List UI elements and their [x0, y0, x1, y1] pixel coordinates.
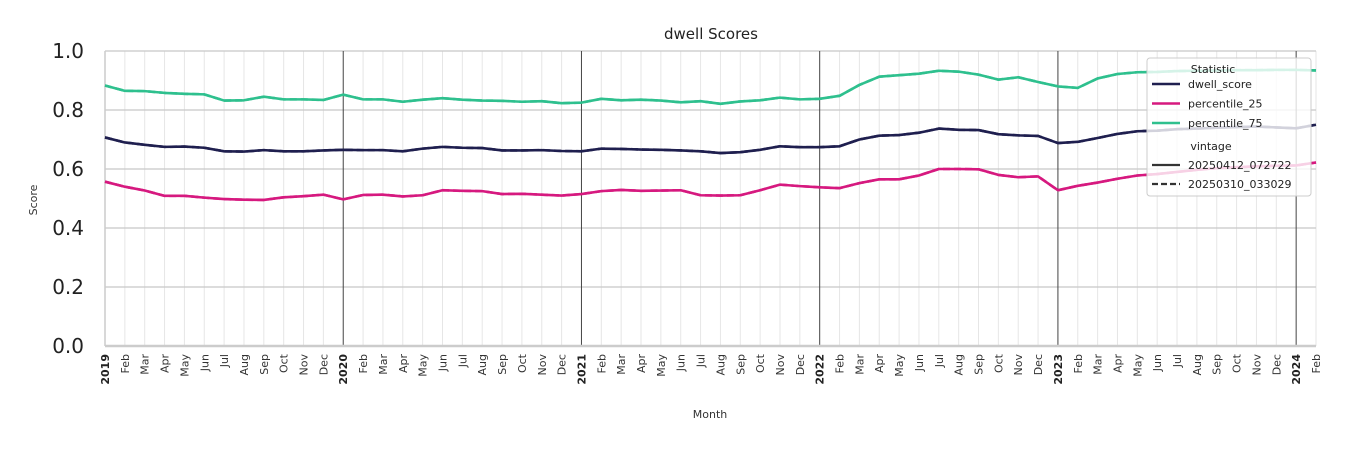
- y-tick-label: 0.2: [52, 275, 84, 299]
- x-tick-label-month: Jun: [436, 354, 449, 372]
- y-tick-label: 0.6: [52, 157, 84, 181]
- x-tick-label-year: 2021: [575, 354, 588, 385]
- x-tick-label-month: Sep: [496, 354, 509, 375]
- x-axis-label: Month: [693, 408, 728, 421]
- legend-vintage-entries: 20250412_072722 20250310_033029: [1152, 159, 1291, 191]
- x-tick-label-month: Apr: [635, 354, 648, 374]
- x-tick-label-year: 2023: [1052, 354, 1065, 385]
- x-tick-labels: 2019 Feb Mar Apr May Jun Jul Aug Sep Oct Nov Dec 202…: [99, 353, 1323, 384]
- x-tick-label-month: Oct: [754, 353, 767, 373]
- x-tick-label-month: Nov: [536, 354, 549, 376]
- x-tick-label-month: Jun: [198, 354, 211, 372]
- x-tick-label-month: Feb: [1310, 354, 1323, 373]
- legend-box: [1146, 57, 1312, 197]
- x-tick-label-month: Apr: [873, 354, 886, 374]
- x-tick-label-year: 2024: [1290, 354, 1303, 385]
- x-tick-label-month: Mar: [377, 354, 390, 375]
- x-tick-label-year: 2022: [814, 354, 827, 385]
- legend-label-vintage: 20250310_033029: [1188, 178, 1291, 191]
- x-tick-label-month: May: [1131, 354, 1144, 377]
- x-tick-label-month: Jul: [933, 354, 946, 368]
- legend-label-dwell_score: dwell_score: [1188, 78, 1252, 91]
- x-tick-label-month: Feb: [595, 354, 608, 373]
- x-tick-label-month: May: [178, 354, 191, 377]
- x-tick-label-month: Mar: [615, 354, 628, 375]
- x-tick-label-month: Mar: [139, 354, 152, 375]
- x-tick-label-month: Nov: [298, 354, 311, 376]
- x-tick-label-month: Sep: [734, 354, 747, 375]
- x-tick-label-month: Nov: [774, 354, 787, 376]
- x-tick-label-month: Feb: [119, 354, 132, 373]
- x-tick-label-month: Jul: [1171, 354, 1184, 368]
- x-tick-label-month: Aug: [238, 354, 251, 375]
- x-tick-label-month: Sep: [258, 354, 271, 375]
- y-axis-label: Score: [27, 184, 40, 215]
- legend-label-vintage: 20250412_072722: [1188, 159, 1291, 172]
- x-tick-label-month: Jun: [675, 354, 688, 372]
- chart-title: dwell Scores: [664, 25, 758, 43]
- x-tick-label-month: Dec: [1270, 354, 1283, 375]
- x-tick-label-month: Oct: [278, 353, 291, 373]
- x-tick-label-month: Oct: [516, 353, 529, 373]
- x-tick-label-month: Feb: [1072, 354, 1085, 373]
- x-tick-label-month: Oct: [992, 353, 1005, 373]
- minor-gridlines: [124, 51, 1317, 346]
- x-tick-label-month: Mar: [1092, 354, 1105, 375]
- series-line-dashed-dwell_score: [104, 123, 1317, 155]
- x-tick-label-month: May: [893, 354, 906, 377]
- series-line-dashed-percentile_75: [104, 68, 1317, 106]
- legend: Statistic dwell_score percentile_25percen…: [1146, 57, 1312, 197]
- y-tick-label: 0.0: [52, 334, 84, 358]
- x-tick-label-month: Mar: [853, 354, 866, 375]
- x-tick-label-month: Feb: [834, 354, 847, 373]
- x-tick-label-month: Dec: [1032, 354, 1045, 375]
- x-tick-label-month: Jun: [1151, 354, 1164, 372]
- x-tick-label-month: Dec: [794, 354, 807, 375]
- x-tick-label-month: Aug: [1191, 354, 1204, 375]
- y-tick-label: 0.8: [52, 98, 84, 122]
- x-tick-label-month: Aug: [953, 354, 966, 375]
- y-tick-label: 0.4: [52, 216, 84, 240]
- x-tick-label-month: Apr: [159, 354, 172, 374]
- series-line-dashed-percentile_25: [104, 161, 1317, 202]
- x-tick-label-month: Nov: [1012, 354, 1025, 376]
- series-layer: [104, 68, 1317, 202]
- legend-title-statistic: Statistic: [1191, 63, 1236, 76]
- x-tick-label-month: Apr: [397, 354, 410, 374]
- x-tick-label-month: Apr: [1111, 354, 1124, 374]
- x-tick-label-month: Jul: [218, 354, 231, 368]
- axes: [104, 51, 1316, 348]
- x-tick-label-month: Jul: [695, 354, 708, 368]
- legend-title-vintage: vintage: [1190, 140, 1232, 153]
- x-tick-label-month: Oct: [1231, 353, 1244, 373]
- legend-label-percentile_75: percentile_75: [1188, 117, 1263, 130]
- x-tick-label-year: 2020: [337, 354, 350, 385]
- x-tick-label-month: Sep: [973, 354, 986, 375]
- x-tick-label-month: Feb: [357, 354, 370, 373]
- x-tick-label-month: Nov: [1250, 354, 1263, 376]
- y-tick-labels: 0.0 0.2 0.4 0.6 0.8 1.0: [52, 39, 84, 358]
- x-tick-label-month: May: [655, 354, 668, 377]
- x-tick-label-month: Dec: [317, 354, 330, 375]
- y-tick-label: 1.0: [52, 39, 84, 63]
- x-tick-label-month: Aug: [714, 354, 727, 375]
- x-tick-label-month: Dec: [556, 354, 569, 375]
- legend-series-entries: dwell_score percentile_25 percentile_75: [1152, 78, 1263, 130]
- x-tick-label-year: 2019: [99, 354, 112, 385]
- x-tick-label-month: Aug: [476, 354, 489, 375]
- x-tick-label-month: Jun: [913, 354, 926, 372]
- legend-label-percentile_25: percentile_25: [1188, 98, 1263, 111]
- x-tick-label-month: Sep: [1211, 354, 1224, 375]
- x-tick-label-month: Jul: [456, 354, 469, 368]
- x-tick-label-month: May: [417, 354, 430, 377]
